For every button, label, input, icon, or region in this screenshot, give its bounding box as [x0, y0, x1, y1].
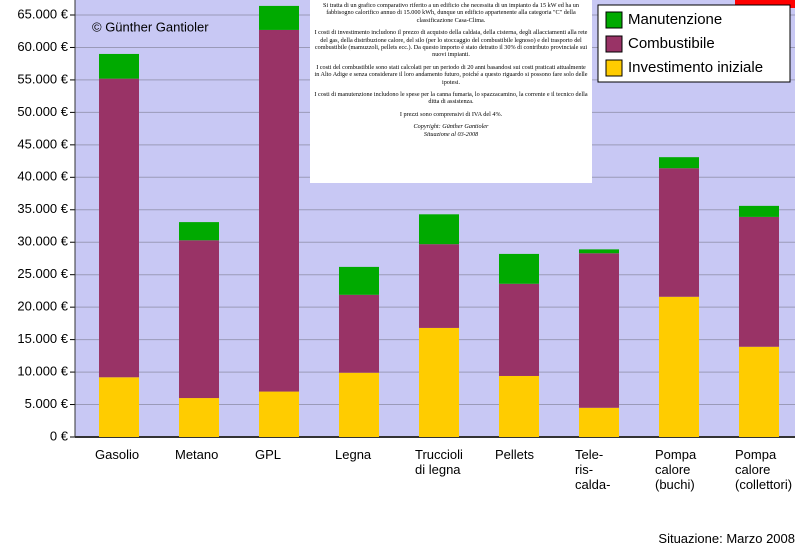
x-tick-label: Pellets [495, 447, 535, 462]
bar-segment [419, 327, 459, 437]
y-tick-label: 15.000 € [17, 331, 68, 346]
y-tick-label: 40.000 € [17, 169, 68, 184]
bar-segment [659, 296, 699, 437]
bar-segment [339, 294, 379, 373]
copyright: © Günther Gantioler [92, 19, 209, 34]
x-tick-label: GPL [255, 447, 282, 462]
bar-segment [419, 244, 459, 328]
bar-segment [659, 157, 699, 169]
legend-box [597, 4, 791, 83]
x-tick-label: Truccioli di legna [415, 447, 463, 477]
x-tick-label: Metano [175, 447, 219, 462]
note-text: Copyright: Günther Gantioler [413, 123, 489, 131]
legend-swatch [605, 59, 623, 77]
y-tick-label: 5.000 € [25, 396, 69, 411]
legend-label: Manutenzione [628, 11, 722, 28]
y-tick-label: 55.000 € [17, 71, 68, 86]
corner-mark [735, 0, 795, 8]
x-tick-label: Gasolio [95, 447, 140, 462]
legend-label: Investimento iniziale [628, 59, 763, 76]
bar-segment [179, 222, 219, 241]
note-text: I costi di manutenzione includono le spe… [314, 91, 588, 106]
x-tick-label: Pompa calore (collettori) [735, 447, 793, 492]
footer: Situazione: Marzo 2008 [658, 531, 795, 546]
bar-segment [99, 78, 139, 378]
x-tick-label: Legna [335, 447, 372, 462]
bar-segment [99, 53, 139, 79]
y-tick-label: 20.000 € [17, 299, 68, 314]
x-tick-label: Pompa calore (buchi) [655, 447, 697, 492]
y-tick-label: 35.000 € [17, 201, 68, 216]
bar-segment [739, 205, 779, 217]
y-tick-label: 65.000 € [17, 6, 68, 21]
bar-segment [339, 266, 379, 295]
y-tick-label: 0 € [50, 428, 69, 443]
legend-label: Combustibile [628, 35, 715, 52]
bar-segment [739, 216, 779, 347]
x-tick-label: Tele- ris- calda- [575, 447, 611, 492]
bar-segment [419, 214, 459, 245]
bar-segment [739, 346, 779, 437]
y-tick-label: 50.000 € [17, 104, 68, 119]
y-tick-label: 60.000 € [17, 39, 68, 54]
bar-segment [579, 407, 619, 437]
bar-segment [499, 375, 539, 437]
note-text: I prezzi sono comprensivi di IVA del 4%. [399, 110, 503, 118]
note-text: Situazione al 03-2008 [423, 130, 479, 138]
y-tick-label: 25.000 € [17, 266, 68, 281]
bar-segment [259, 5, 299, 30]
y-tick-label: 45.000 € [17, 136, 68, 151]
bar-segment [579, 249, 619, 254]
bar-segment [179, 398, 219, 437]
bar-segment [259, 29, 299, 392]
note-text: Si tratta di un grafico comparativo rife… [323, 2, 579, 24]
bar-segment [259, 391, 299, 437]
legend-swatch [605, 11, 623, 29]
bar-segment [579, 253, 619, 408]
note-text: I costi del combustibile sono stati calc… [314, 63, 588, 86]
y-tick-label: 30.000 € [17, 234, 68, 249]
bar-segment [499, 283, 539, 376]
note-text: I costi di investimento includono il pre… [314, 29, 588, 59]
bar-segment [179, 240, 219, 399]
legend-swatch [605, 35, 623, 53]
y-tick-label: 10.000 € [17, 364, 68, 379]
bar-segment [499, 253, 539, 284]
bar-segment [659, 168, 699, 297]
bar-segment [99, 377, 139, 437]
bar-segment [339, 372, 379, 437]
note-box: Si tratta di un grafico comparativo rife… [310, 0, 592, 183]
